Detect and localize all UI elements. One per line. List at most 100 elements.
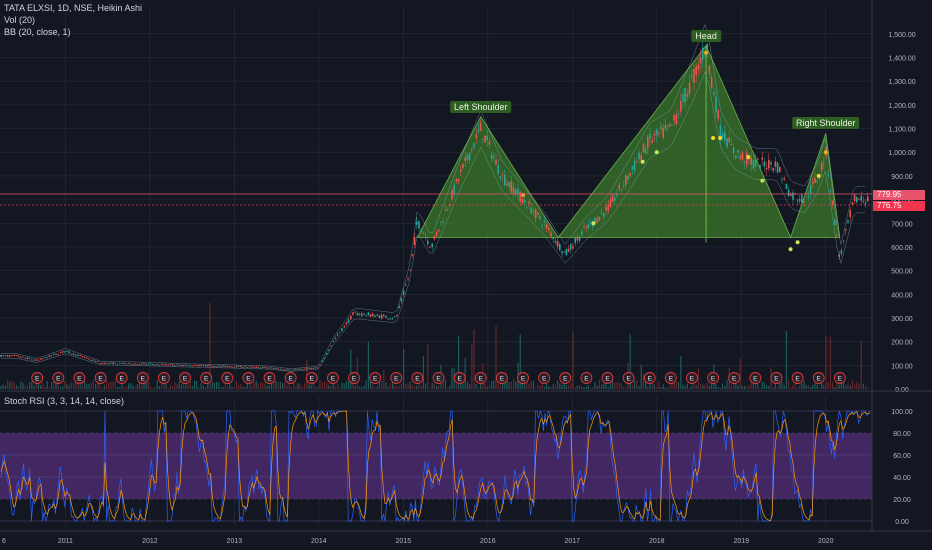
candle-body bbox=[732, 147, 735, 154]
candle-body bbox=[772, 167, 774, 171]
candle-body bbox=[229, 366, 231, 368]
volume-bar bbox=[484, 383, 486, 389]
candle-body bbox=[847, 220, 849, 223]
volume-bar bbox=[229, 382, 231, 389]
volume-bar bbox=[62, 386, 64, 389]
candle-body bbox=[207, 365, 209, 367]
price-axis-label: 1,500.00 bbox=[888, 32, 915, 39]
candle-body bbox=[405, 285, 407, 286]
candle-body bbox=[215, 366, 218, 368]
candle-body bbox=[638, 152, 640, 160]
volume-bar bbox=[719, 387, 721, 389]
candle-body bbox=[105, 362, 108, 364]
candle-body bbox=[420, 228, 422, 232]
candle-body bbox=[244, 366, 246, 368]
volume-bar bbox=[31, 381, 33, 389]
candle-body bbox=[460, 169, 462, 172]
candle-body bbox=[145, 364, 147, 365]
volume-bar bbox=[700, 383, 702, 389]
candle-body bbox=[61, 351, 64, 353]
earnings-marker-glyph: E bbox=[141, 376, 146, 383]
candle-body bbox=[510, 181, 513, 193]
earnings-marker-glyph: E bbox=[584, 376, 589, 383]
volume-bar bbox=[585, 386, 587, 389]
earnings-marker-glyph: E bbox=[77, 376, 82, 383]
volume-bar bbox=[818, 387, 820, 389]
stoch-rsi-legend[interactable]: Stoch RSI (3, 3, 14, 14, close) bbox=[4, 396, 125, 406]
volume-bar bbox=[691, 385, 693, 389]
candle-body bbox=[501, 174, 504, 176]
candle-body bbox=[361, 313, 363, 316]
head-and-shoulders-pattern bbox=[416, 44, 841, 243]
candle-body bbox=[680, 100, 682, 112]
volume-bar bbox=[416, 385, 418, 389]
candle-body bbox=[290, 370, 293, 372]
volume-bar bbox=[343, 383, 345, 389]
candle-body bbox=[583, 226, 585, 228]
candle-body bbox=[121, 363, 123, 365]
volume-bar bbox=[227, 384, 229, 389]
candle-body bbox=[484, 135, 486, 143]
volume-bar bbox=[537, 384, 539, 389]
candle-body bbox=[512, 187, 515, 195]
volume-bar bbox=[614, 382, 616, 389]
earnings-marker-glyph: E bbox=[732, 376, 737, 383]
candle-body bbox=[684, 88, 686, 103]
candle-body bbox=[728, 137, 730, 143]
earnings-marker-glyph: E bbox=[774, 376, 779, 383]
candle-body bbox=[312, 367, 315, 369]
volume-indicator-legend[interactable]: Vol (20) bbox=[4, 15, 36, 25]
volume-bar bbox=[108, 382, 110, 389]
volume-bar bbox=[42, 382, 44, 389]
candle-body bbox=[660, 126, 662, 130]
volume-bar bbox=[704, 384, 706, 389]
volume-bar bbox=[198, 387, 200, 389]
candle-body bbox=[277, 368, 279, 370]
volume-histogram bbox=[0, 302, 869, 389]
signal-dot bbox=[654, 150, 659, 155]
candle-body bbox=[224, 365, 227, 367]
candle-body bbox=[719, 125, 722, 137]
volume-bar bbox=[167, 387, 169, 389]
volume-bar bbox=[821, 381, 823, 389]
volume-bar bbox=[812, 385, 814, 389]
candle-body bbox=[343, 325, 345, 328]
candle-body bbox=[119, 362, 121, 364]
volume-bar bbox=[103, 384, 105, 389]
volume-bar bbox=[235, 381, 237, 389]
volume-bar bbox=[191, 385, 193, 389]
volume-bar bbox=[823, 384, 825, 389]
earnings-marker-glyph: E bbox=[648, 376, 653, 383]
volume-bar bbox=[147, 382, 149, 389]
candle-body bbox=[37, 359, 40, 361]
volume-bar bbox=[139, 381, 141, 389]
volume-bar bbox=[847, 383, 849, 389]
candle-body bbox=[165, 364, 167, 366]
earnings-marker bbox=[200, 372, 213, 384]
candle-body bbox=[814, 178, 816, 183]
volume-bar bbox=[557, 380, 559, 389]
volume-bar bbox=[15, 384, 17, 389]
earnings-marker bbox=[495, 372, 508, 384]
volume-bar bbox=[702, 384, 704, 389]
candle-body bbox=[158, 364, 161, 366]
earnings-marker-glyph: E bbox=[521, 376, 526, 383]
candle-body bbox=[270, 367, 273, 369]
volume-bar bbox=[288, 381, 290, 389]
time-axis-label: 2019 bbox=[733, 538, 749, 545]
price-axis-label: 1,100.00 bbox=[888, 127, 915, 134]
candle-body bbox=[589, 221, 592, 222]
candle-body bbox=[618, 185, 620, 189]
bollinger-indicator-legend[interactable]: BB (20, close, 1) bbox=[4, 27, 71, 37]
volume-bar bbox=[359, 386, 361, 389]
candle-body bbox=[578, 236, 581, 241]
symbol-legend[interactable]: TATA ELXSI, 1D, NSE, Heikin Ashi bbox=[4, 3, 143, 13]
volume-bar bbox=[337, 383, 339, 389]
candle-body bbox=[633, 160, 636, 171]
earnings-marker bbox=[791, 372, 804, 384]
volume-bar bbox=[121, 383, 123, 389]
volume-bar bbox=[48, 387, 50, 389]
volume-bar bbox=[433, 383, 435, 389]
